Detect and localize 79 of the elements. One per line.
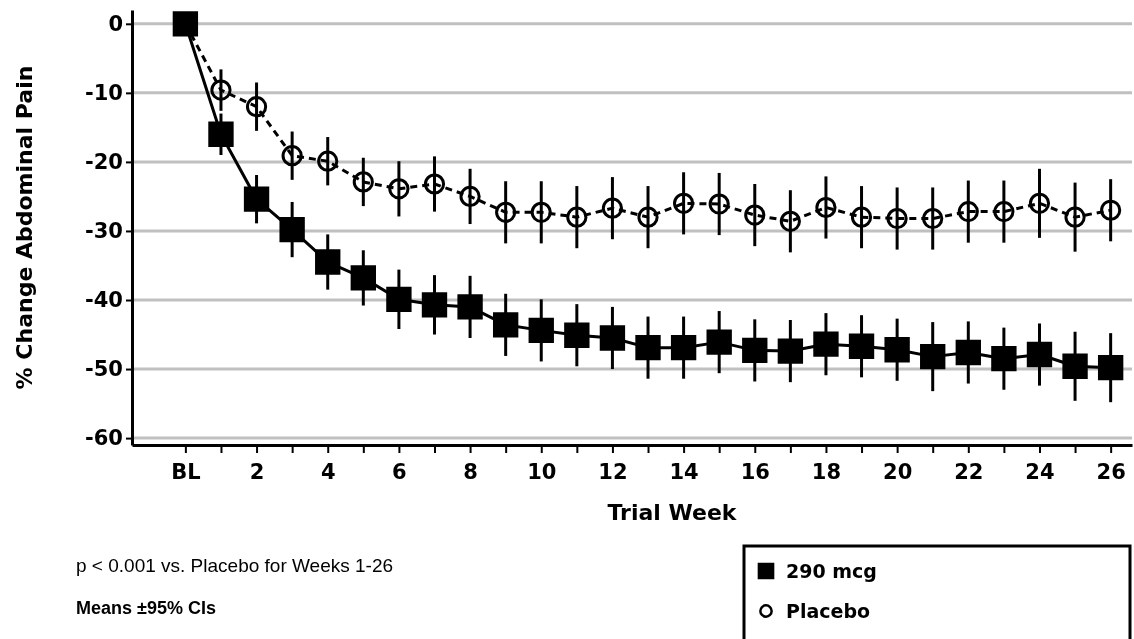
y-tick-label: -10 xyxy=(85,81,123,106)
point xyxy=(530,201,552,223)
point xyxy=(1062,353,1088,379)
point xyxy=(673,192,695,214)
point xyxy=(920,343,946,370)
point xyxy=(495,201,517,223)
point xyxy=(564,322,590,348)
point xyxy=(991,346,1017,372)
point xyxy=(742,337,768,364)
point xyxy=(386,286,412,312)
point xyxy=(993,201,1015,223)
x-tick-label: 16 xyxy=(740,460,770,485)
x-tick-label: 22 xyxy=(954,460,984,485)
x-tick-label: 6 xyxy=(392,460,407,485)
point xyxy=(421,292,448,318)
point xyxy=(492,312,519,338)
point xyxy=(922,207,944,230)
legend-label: 290 mcg xyxy=(786,560,877,582)
point xyxy=(848,333,875,359)
x-tick-label: 12 xyxy=(598,460,628,485)
y-tick-label: -20 xyxy=(85,150,123,175)
y-tick-label: -40 xyxy=(85,288,123,313)
point xyxy=(744,204,766,226)
point xyxy=(459,185,481,208)
point xyxy=(281,145,303,167)
x-tick-label: 24 xyxy=(1025,460,1055,485)
point xyxy=(1064,206,1086,228)
point xyxy=(670,334,697,361)
point xyxy=(243,186,270,212)
point xyxy=(1028,192,1051,214)
x-tick-label: 8 xyxy=(463,460,478,485)
legend-label: Placebo xyxy=(786,600,871,622)
x-tick-label: 26 xyxy=(1096,460,1126,485)
point xyxy=(779,210,801,232)
y-tick-label: -30 xyxy=(85,219,123,244)
point xyxy=(637,206,659,228)
text: Means ±95% CIs xyxy=(76,598,216,618)
point xyxy=(388,178,410,200)
y-tick-label: 0 xyxy=(108,12,123,37)
point xyxy=(1026,341,1053,368)
point xyxy=(457,294,483,320)
point xyxy=(850,206,873,228)
point xyxy=(706,329,732,355)
point xyxy=(317,150,339,172)
point xyxy=(1097,354,1124,381)
point xyxy=(955,339,981,366)
x-tick-label: 20 xyxy=(883,460,913,485)
text: p < 0.001 vs. Placebo for Weeks 1-26 xyxy=(76,555,394,576)
point xyxy=(884,337,910,363)
point xyxy=(813,331,839,357)
point xyxy=(245,96,268,118)
y-tick-label: -50 xyxy=(85,357,123,382)
point xyxy=(1100,199,1122,221)
y-axis-title: % Change Abdominal Pain xyxy=(12,65,37,390)
x-tick-label: 2 xyxy=(249,460,265,485)
x-tick-label: 14 xyxy=(669,460,699,485)
point xyxy=(886,207,908,230)
point xyxy=(815,196,837,219)
point xyxy=(566,206,588,228)
y-tick-label: -60 xyxy=(85,426,123,451)
x-tick-label: 18 xyxy=(811,460,842,485)
x-axis-title: Trial Week xyxy=(607,500,738,525)
point xyxy=(210,79,232,101)
x-tick-label: 10 xyxy=(527,460,557,485)
point xyxy=(708,193,730,215)
point xyxy=(601,197,624,219)
x-tick-label: 4 xyxy=(320,460,336,485)
point xyxy=(423,173,446,195)
point xyxy=(777,338,804,364)
point xyxy=(599,325,626,351)
point xyxy=(957,201,979,223)
point xyxy=(208,121,234,147)
point xyxy=(350,265,376,291)
point xyxy=(279,216,305,243)
x-tick-label: BL xyxy=(171,460,201,485)
point xyxy=(315,249,341,275)
point xyxy=(528,317,554,344)
point xyxy=(635,334,661,361)
point xyxy=(352,171,374,193)
